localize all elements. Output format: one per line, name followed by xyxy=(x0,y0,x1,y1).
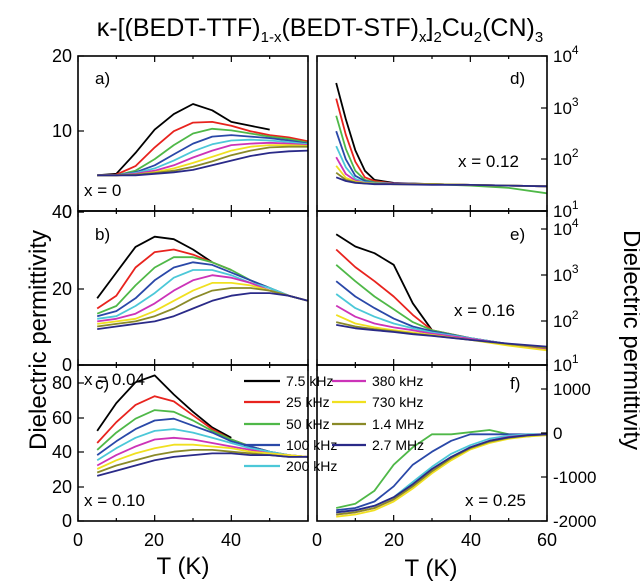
legend-label: 2.7 MHz xyxy=(372,437,424,453)
series-group xyxy=(335,233,547,352)
series-line xyxy=(97,292,308,330)
x-axis-label-left: T (K) xyxy=(157,553,210,580)
series-line xyxy=(336,324,547,348)
panel-label: e) xyxy=(510,225,525,244)
series-line xyxy=(335,314,547,352)
legend-right: 380 kHz 730 kHz 1.4 MHz 2.7 MHz xyxy=(332,373,424,453)
y-tick-label: 80 xyxy=(52,373,72,393)
x-tick-label: 0 xyxy=(73,530,83,550)
y-tick-label: 103 xyxy=(553,95,579,118)
series-line xyxy=(96,428,308,462)
series-line xyxy=(97,127,308,177)
y-tick-label: 104 xyxy=(553,216,579,239)
series-line xyxy=(96,248,232,310)
panel-label: c) xyxy=(95,374,109,393)
legend-left: 7.5 kHz 25 kHz 50 kHz 100 kHz 200 kHz xyxy=(244,373,337,474)
legend-label: 7.5 kHz xyxy=(286,373,333,389)
series-line xyxy=(335,304,547,350)
y-tick-label: 0 xyxy=(553,424,562,443)
y-tick-label: 104 xyxy=(553,43,579,66)
series-group xyxy=(96,374,308,477)
series-group xyxy=(335,82,547,195)
y-tick-label: -1000 xyxy=(553,468,596,487)
y-tick-label: 40 xyxy=(52,202,72,222)
legend-label: 100 kHz xyxy=(286,437,337,453)
panel-annotation: x = 0.04 xyxy=(84,370,145,389)
panel-b: 0 20 40 b) x = 0.04 xyxy=(52,202,309,389)
panel-label: d) xyxy=(510,69,525,88)
y-tick-label: 102 xyxy=(553,308,579,331)
series-line xyxy=(336,433,547,512)
panel-label: b) xyxy=(95,225,110,244)
panel-label: a) xyxy=(95,69,110,88)
panel-d: 101 102 103 104 d) x = 0.12 xyxy=(316,43,579,221)
panel-annotation: x = 0 xyxy=(84,181,121,200)
y-tick-label: 0 xyxy=(62,202,72,222)
y-tick-label: 0 xyxy=(62,355,72,375)
y-tick-label: 20 xyxy=(52,46,72,66)
legend-label: 380 kHz xyxy=(372,373,423,389)
y-tick-label: 20 xyxy=(52,477,72,497)
series-group xyxy=(336,429,547,518)
series-line xyxy=(336,433,547,514)
legend-label: 25 kHz xyxy=(286,394,330,410)
series-line xyxy=(97,121,308,177)
series-line xyxy=(96,374,232,439)
x-tick-label: 0 xyxy=(312,530,322,550)
panel-annotation: x = 0.25 xyxy=(465,491,526,510)
series-line xyxy=(97,287,308,328)
panel-e: 101 102 103 104 e) x = 0.16 xyxy=(316,210,579,375)
plot-frame xyxy=(77,210,309,366)
x-tick-label: 20 xyxy=(384,530,404,550)
y-tick-label: 10 xyxy=(52,121,72,141)
panel-annotation: x = 0.16 xyxy=(454,301,515,320)
y-tick-label: -2000 xyxy=(553,512,596,531)
y-tick-label: 0 xyxy=(62,511,72,531)
y-tick-label: 1000 xyxy=(553,380,591,399)
panel-label: f) xyxy=(510,374,520,393)
series-line xyxy=(335,233,433,331)
legend-label: 1.4 MHz xyxy=(372,416,424,432)
y-tick-label: 102 xyxy=(553,146,579,169)
panel-f: -2000 -1000 0 1000 f) x = 0.25 xyxy=(316,364,596,531)
x-axis-label-right: T (K) xyxy=(405,555,458,581)
series-line xyxy=(335,176,547,188)
x-tick-label: 40 xyxy=(461,530,481,550)
x-tick-label: 20 xyxy=(144,530,164,550)
figure-title: κ-[(BEDT-TTF)1-x(BEDT-STF)x]2Cu2(CN)3 xyxy=(97,14,543,46)
panel-c: 0 20 40 60 80 c) x = 0.10 xyxy=(52,364,309,531)
series-line xyxy=(335,82,471,186)
y-tick-label: 101 xyxy=(553,352,579,375)
series-group xyxy=(96,235,308,330)
series-line xyxy=(96,443,308,470)
series-line xyxy=(96,452,308,477)
panel-a: 0 10 20 a) x = 0 xyxy=(52,46,309,222)
series-line xyxy=(97,103,270,177)
x-tick-label: 40 xyxy=(221,530,241,550)
series-line xyxy=(97,149,308,177)
series-group xyxy=(97,103,308,177)
x-tick-label: 60 xyxy=(537,530,557,550)
series-line xyxy=(97,274,308,323)
panel-annotation: x = 0.12 xyxy=(458,152,519,171)
series-line xyxy=(97,269,308,320)
panel-annotation: x = 0.10 xyxy=(84,491,145,510)
y-tick-label: 101 xyxy=(553,198,579,221)
legend-label: 50 kHz xyxy=(286,416,330,432)
y-tick-label: 103 xyxy=(553,262,579,285)
legend-label: 200 kHz xyxy=(286,458,337,474)
y-tick-label: 60 xyxy=(52,408,72,428)
legend-label: 730 kHz xyxy=(372,394,423,410)
y-tick-label: 40 xyxy=(52,442,72,462)
y-axis-label-left: Dielectric permittivity xyxy=(25,230,52,450)
series-line xyxy=(96,235,213,299)
y-tick-label: 20 xyxy=(52,279,72,299)
y-axis-label-right: Dielectric permittivity xyxy=(618,230,640,450)
